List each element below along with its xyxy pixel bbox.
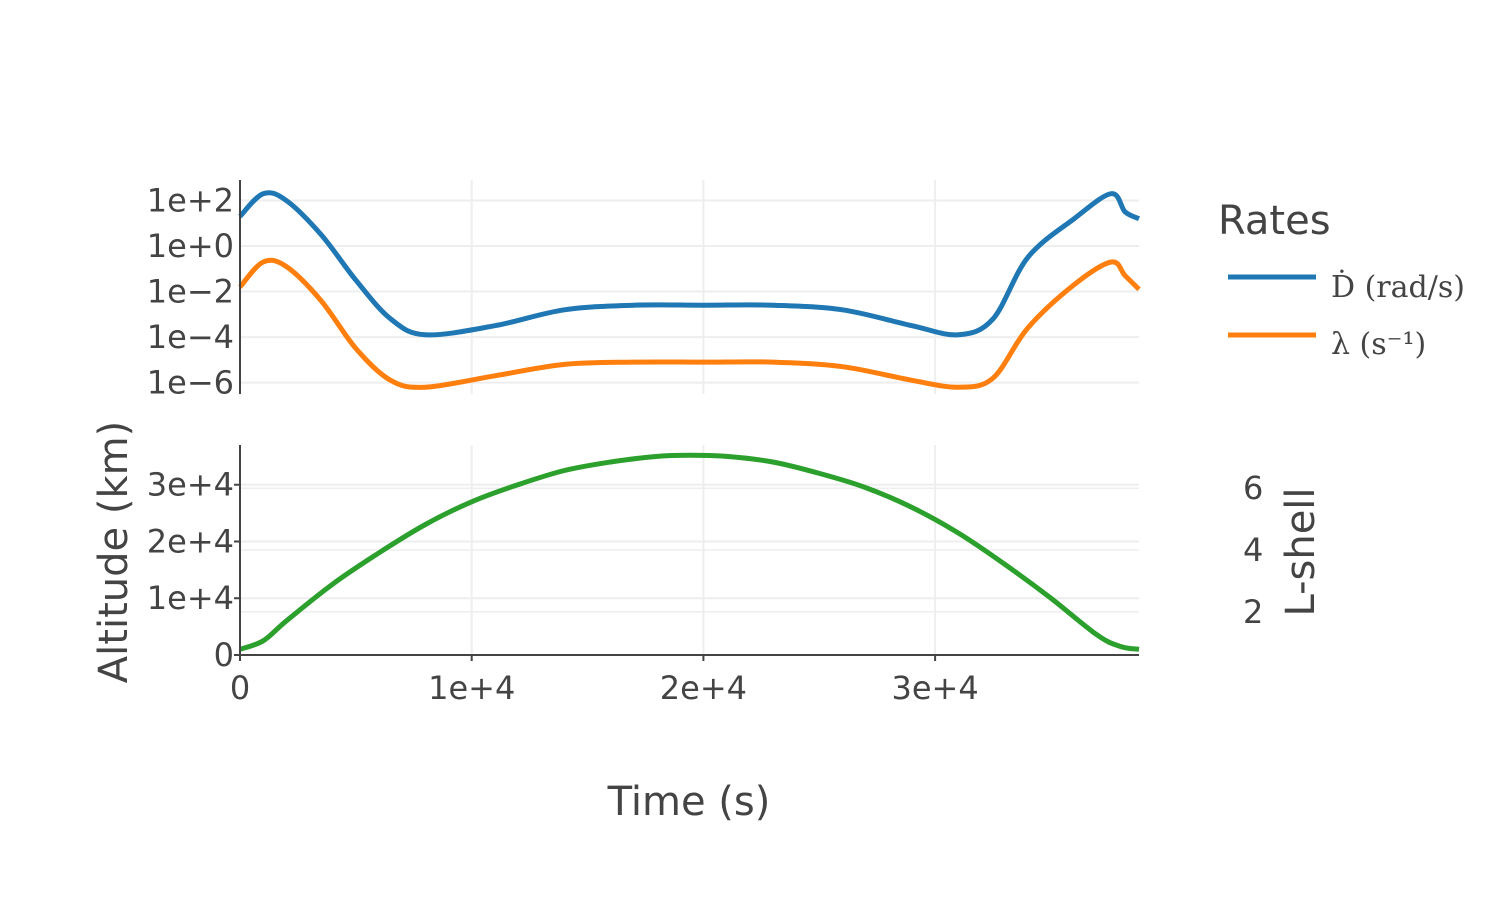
top-y-tick-label: 1e+2	[147, 181, 234, 219]
top-vertical-gridlines	[470, 180, 937, 394]
legend-label-d-dot: Ḋ (rad/s)	[1331, 269, 1465, 305]
l-shell-tick-labels: 2 4 6	[1243, 469, 1263, 631]
legend-label-lambda: λ (s⁻¹)	[1331, 327, 1426, 362]
legend: Rates Ḋ (rad/s) λ (s⁻¹)	[1218, 198, 1465, 362]
bottom-y-tick-label: 0	[214, 636, 234, 674]
x-axis-title: Time (s)	[607, 779, 771, 825]
legend-item-d-dot[interactable]: Ḋ (rad/s)	[1228, 269, 1465, 305]
top-series-lines	[238, 190, 1141, 390]
l-shell-tick-label: 6	[1243, 469, 1263, 507]
bottom-y-tick-label: 2e+4	[147, 522, 234, 560]
l-shell-gridlines	[240, 487, 1139, 613]
bottom-horizontal-gridlines	[240, 483, 1139, 600]
x-tick-label: 2e+4	[660, 669, 747, 707]
bottom-series-lines	[239, 452, 1140, 652]
legend-title: Rates	[1218, 198, 1331, 244]
series-line-altitude	[239, 452, 1140, 652]
l-shell-tick-label: 2	[1243, 593, 1263, 631]
bottom-y-tick-labels: 0 1e+4 2e+4 3e+4	[147, 466, 240, 674]
legend-item-lambda[interactable]: λ (s⁻¹)	[1228, 327, 1426, 362]
y2-axis-title: L-shell	[1278, 487, 1324, 616]
top-y-tick-label: 1e−4	[147, 318, 234, 356]
bottom-y-tick-label: 1e+4	[147, 579, 234, 617]
y-axis-title: Altitude (km)	[91, 421, 137, 683]
l-shell-tick-label: 4	[1243, 531, 1263, 569]
top-horizontal-gridlines	[240, 199, 1139, 384]
top-y-tick-labels: 1e+2 1e+0 1e−2 1e−4 1e−6	[147, 181, 234, 401]
bottom-y-tick-label: 3e+4	[147, 466, 234, 504]
top-y-tick-label: 1e−2	[147, 273, 234, 311]
x-tick-label: 3e+4	[891, 669, 978, 707]
x-tick-labels: 0 1e+4 2e+4 3e+4	[230, 655, 979, 707]
series-line-d-dot	[238, 190, 1141, 338]
top-y-tick-label: 1e−6	[147, 364, 234, 402]
x-tick-label: 0	[230, 669, 250, 707]
top-y-tick-label: 1e+0	[147, 227, 234, 265]
x-tick-label: 1e+4	[428, 669, 515, 707]
series-line-lambda	[238, 257, 1141, 390]
